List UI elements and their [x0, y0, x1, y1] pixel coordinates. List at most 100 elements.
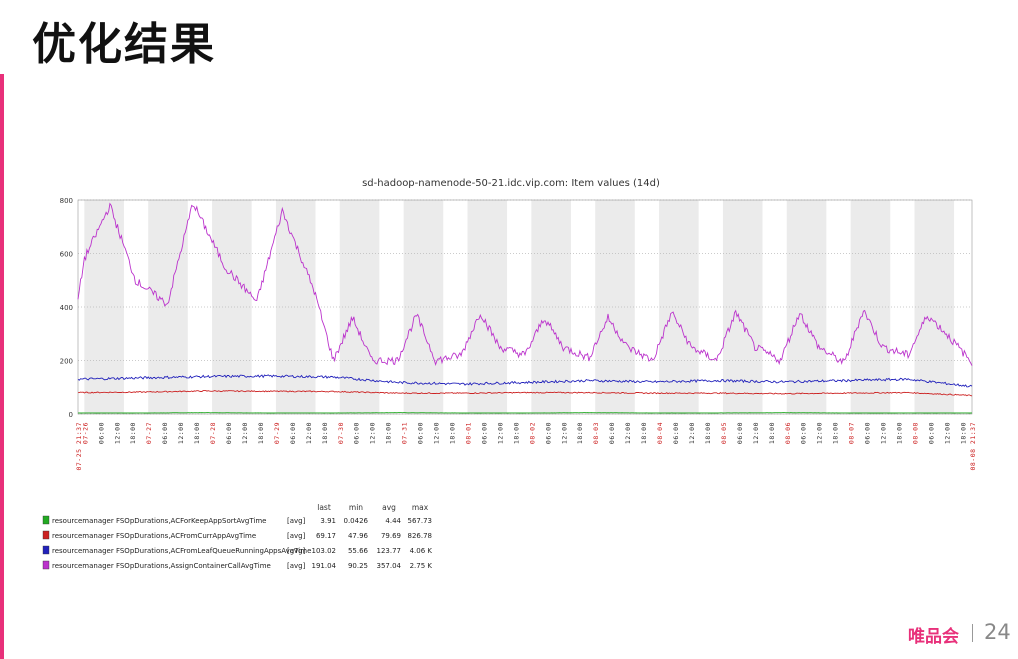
x-day-label: 07-30	[337, 422, 345, 444]
x-day-label: 08-05	[720, 422, 728, 444]
x-hour-label: 18:00	[193, 422, 201, 444]
x-hour-label: 12:00	[433, 422, 441, 444]
grid-lines	[77, 199, 973, 415]
x-hour-label: 06:00	[544, 422, 552, 444]
legend-agg: [avg]	[287, 517, 306, 525]
x-hour-label: 18:00	[576, 422, 584, 444]
y-tick-label: 200	[60, 358, 73, 366]
y-tick-label: 800	[60, 197, 73, 205]
series-line	[77, 374, 973, 388]
x-start-label: 07-25 21:37	[75, 422, 83, 471]
x-hour-label: 18:00	[257, 422, 265, 444]
x-hour-label: 06:00	[608, 422, 616, 444]
x-hour-label: 12:00	[369, 422, 377, 444]
legend-header: min	[349, 503, 363, 512]
legend-header: max	[412, 503, 429, 512]
accent-bar	[0, 74, 4, 659]
y-tick-label: 400	[60, 304, 73, 312]
legend-value: 826.78	[408, 532, 433, 540]
legend-series-name: resourcemanager FSOpDurations,ACFromLeaf…	[52, 547, 311, 555]
x-hour-label: 06:00	[353, 422, 361, 444]
x-hour-label: 12:00	[943, 422, 951, 444]
legend-value: 567.73	[408, 517, 433, 525]
x-hour-label: 18:00	[704, 422, 712, 444]
legend-series-name: resourcemanager FSOpDurations,ACFromCurr…	[52, 532, 256, 540]
x-hour-label: 06:00	[289, 422, 297, 444]
legend-value: 79.69	[381, 532, 401, 540]
x-hour-label: 18:00	[768, 422, 776, 444]
legend-series-name: resourcemanager FSOpDurations,ACForKeepA…	[52, 517, 266, 525]
x-hour-label: 18:00	[640, 422, 648, 444]
legend-agg: [avg]	[287, 532, 306, 540]
chart-title: sd-hadoop-namenode-50-21.idc.vip.com: It…	[362, 178, 660, 189]
x-hour-label: 12:00	[496, 422, 504, 444]
legend-value: 0.0426	[344, 517, 369, 525]
y-axis: 0 200 400 600 800	[60, 197, 73, 419]
series-line	[77, 390, 973, 397]
legend-value: 357.04	[377, 562, 402, 570]
x-hour-label: 06:00	[97, 422, 105, 444]
x-hour-label: 18:00	[449, 422, 457, 444]
page-number: 24	[984, 620, 1011, 644]
legend-value: 3.91	[320, 517, 336, 525]
x-day-label: 08-06	[784, 422, 792, 444]
x-hour-label: 12:00	[241, 422, 249, 444]
x-hour-label: 18:00	[129, 422, 137, 444]
legend-value: 191.04	[312, 562, 337, 570]
legend-value: 69.17	[316, 532, 336, 540]
x-hour-label: 18:00	[896, 422, 904, 444]
legend-value: 2.75 K	[410, 562, 433, 570]
slide-title: 优化结果	[32, 19, 216, 70]
plot-frame	[77, 199, 973, 415]
legend-swatch	[42, 530, 50, 540]
legend-value: 103.02	[312, 547, 337, 555]
x-hour-label: 12:00	[177, 422, 185, 444]
x-hour-label: 12:00	[752, 422, 760, 444]
legend-value: 47.96	[348, 532, 369, 540]
day-band	[148, 200, 188, 414]
series-line	[77, 202, 973, 366]
day-band	[595, 200, 635, 414]
legend-value: 90.25	[348, 562, 368, 570]
x-hour-label: 12:00	[688, 422, 696, 444]
x-hour-label: 06:00	[864, 422, 872, 444]
legend-swatch	[42, 515, 50, 525]
x-hour-label: 18:00	[512, 422, 520, 444]
x-hour-label: 06:00	[800, 422, 808, 444]
legend-agg: [avg]	[287, 562, 306, 570]
x-hour-label: 12:00	[560, 422, 568, 444]
series-lines	[77, 202, 973, 414]
x-day-label: 08-07	[848, 422, 856, 444]
x-hour-label: 18:00	[832, 422, 840, 444]
x-hour-label: 06:00	[225, 422, 233, 444]
y-tick-label: 0	[69, 411, 73, 419]
legend-value: 4.06 K	[410, 547, 433, 555]
x-day-label: 08-04	[656, 422, 664, 444]
x-hour-label: 06:00	[672, 422, 680, 444]
x-hour-label: 06:00	[927, 422, 935, 444]
x-hour-label: 06:00	[480, 422, 488, 444]
legend-value: 55.66	[348, 547, 369, 555]
x-hour-label: 12:00	[113, 422, 121, 444]
x-hour-label: 06:00	[161, 422, 169, 444]
legend: last min avg max resourcemanager FSOpDuratio…	[42, 503, 433, 570]
legend-series-name: resourcemanager FSOpDurations,AssignCont…	[52, 562, 271, 570]
x-hour-label: 18:00	[385, 422, 393, 444]
x-day-label: 08-01	[464, 422, 472, 444]
x-hour-label: 06:00	[736, 422, 744, 444]
x-hour-label: 18:00	[959, 422, 967, 444]
brand-logo-text: 唯品会	[908, 627, 959, 647]
x-hour-label: 12:00	[305, 422, 313, 444]
x-hour-label: 06:00	[417, 422, 425, 444]
footer-divider	[972, 624, 973, 642]
legend-header: last	[317, 503, 331, 512]
legend-swatch	[42, 560, 50, 570]
x-day-label: 07-28	[209, 422, 217, 444]
x-day-label: 07-29	[273, 422, 281, 444]
x-hour-label: 12:00	[880, 422, 888, 444]
legend-value: 123.77	[377, 547, 402, 555]
x-day-label: 07-27	[145, 422, 153, 444]
x-day-label: 08-03	[592, 422, 600, 444]
